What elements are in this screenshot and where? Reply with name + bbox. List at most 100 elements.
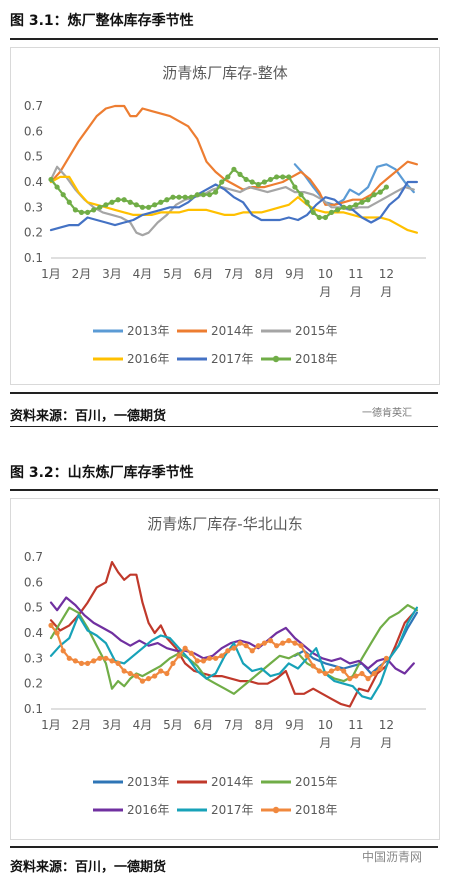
figure-2-data-point	[219, 653, 225, 659]
figure-1-data-point	[127, 199, 133, 205]
figure-1-data-point	[84, 209, 91, 215]
figure-2-chart-panel: 沥青炼厂库存-华北山东 0.1 0.2 0.3 0.4 0.5 0.6 0.7 1月 2月 3月 4月…	[10, 498, 440, 840]
figure-1-data-point	[267, 176, 274, 183]
figure-1-data-point	[286, 174, 292, 180]
figure-2-data-point	[347, 676, 353, 682]
figure-1-y-tick-label: 0.7	[24, 99, 43, 113]
figure-2-data-point	[304, 653, 310, 659]
figure-1-data-point	[292, 184, 298, 190]
figure-2-data-point	[115, 660, 121, 666]
figure-1-data-point	[255, 181, 261, 188]
figure-2-x-tick-label: 7月	[224, 718, 244, 732]
figure-1-data-point	[334, 207, 341, 213]
figure-1-source: 资料来源：百川，一德期货	[10, 409, 167, 424]
figure-1-x-tick-label: 7月	[224, 267, 244, 281]
figure-2-bottom-rule	[10, 846, 438, 848]
figure-1-y-tick-label: 0.5	[24, 150, 43, 164]
figure-2-data-point	[298, 643, 304, 649]
figure-1-heading: 图 3.1：炼厂整体库存季节性	[10, 13, 194, 29]
figure-2-y-tick-label: 0.3	[24, 651, 43, 665]
figure-2-source: 资料来源：百川，一德期货	[10, 860, 167, 875]
figure-1-legend-label: 2014年	[211, 324, 254, 338]
figure-2-heading: 图 3.2：山东炼厂库存季节性	[10, 465, 194, 481]
figure-2-x-tick-label: 月	[350, 736, 362, 750]
figure-2-data-point	[54, 630, 60, 636]
figure-2-data-point	[152, 673, 158, 679]
figure-2-data-point	[97, 655, 103, 661]
figure-2-y-tick-label: 0.2	[24, 677, 43, 691]
figure-2-data-point	[72, 658, 78, 664]
figure-2-data-point	[377, 665, 383, 672]
figure-2-x-tick-label: 6月	[194, 718, 214, 732]
figure-2-data-point	[310, 663, 316, 669]
figure-2-data-point	[280, 640, 286, 646]
figure-1-series-line-2017年	[49, 180, 418, 232]
figure-1-x-tick-label: 月	[319, 285, 331, 299]
figure-2-x-tick-label: 2月	[72, 718, 92, 732]
figure-2-x-tick-label: 3月	[102, 718, 122, 732]
figure-1-data-point	[78, 209, 85, 215]
figure-1-source-rule	[10, 426, 438, 427]
figure-1-data-point	[304, 199, 310, 205]
figure-2-series-line-2017年	[49, 606, 418, 700]
figure-1-y-tick-label: 0.1	[24, 251, 43, 265]
figure-2-data-point	[383, 655, 389, 661]
figure-2-x-tick-label: 9月	[285, 718, 305, 732]
figure-2-x-tick-label: 1月	[41, 718, 61, 732]
figure-2-x-tick-label: 8月	[255, 718, 275, 732]
figure-2-legend-label: 2013年	[127, 775, 170, 789]
figure-1-data-point	[383, 184, 389, 190]
figure-1-data-point	[377, 189, 383, 195]
figure-2-data-point	[109, 658, 115, 664]
figure-2-data-point	[121, 668, 127, 674]
figure-2-x-tick-label: 月	[319, 736, 331, 750]
figure-1-data-point	[109, 199, 115, 205]
figure-2-data-point	[225, 648, 231, 654]
figure-2-data-point	[274, 643, 280, 649]
figure-1-data-point	[231, 166, 237, 172]
figure-2-y-tick-label: 0.4	[24, 626, 43, 640]
figure-1-legend-label: 2016年	[127, 352, 170, 366]
figure-1-data-point	[219, 179, 225, 185]
figure-1-series-line-2016年	[49, 175, 418, 234]
figure-1-data-point	[353, 202, 359, 208]
figure-2-data-point	[231, 645, 237, 651]
figure-1-top-rule	[10, 38, 438, 40]
figure-1-data-point	[66, 199, 72, 205]
figure-2-data-point	[103, 655, 109, 661]
figure-1-data-point	[310, 209, 316, 215]
figure-1-data-point	[249, 179, 255, 185]
figure-1-data-point	[213, 189, 219, 195]
figure-2-series-line-2014年	[49, 560, 415, 708]
figure-1-y-tick-label: 0.3	[24, 200, 43, 214]
figure-2-data-point	[84, 660, 91, 666]
figure-2-data-point	[371, 670, 377, 677]
figure-2-legend-marker	[272, 806, 280, 814]
figure-1-data-point	[72, 207, 78, 213]
figure-1-legend-label: 2018年	[295, 352, 338, 366]
figure-1-data-point	[48, 176, 54, 183]
figure-1-data-point	[328, 209, 335, 215]
figure-2-data-point	[249, 648, 255, 654]
figure-1-data-point	[237, 171, 243, 177]
figure-1-data-point	[225, 174, 231, 180]
figure-2-data-point	[182, 645, 188, 651]
figure-2-data-point	[353, 673, 359, 679]
figure-1-data-point	[115, 197, 121, 203]
figure-1-data-point	[158, 199, 164, 205]
figure-1-x-tick-label: 2月	[72, 267, 92, 281]
figure-1-legend-label: 2013年	[127, 324, 170, 338]
figure-1-series-line-2014年	[49, 104, 418, 206]
figure-2-legend-label: 2014年	[211, 775, 254, 789]
figure-2-top-rule	[10, 489, 438, 491]
figure-1-x-tick-label: 11	[348, 267, 363, 281]
figure-1-data-point	[243, 176, 249, 183]
figure-1-y-tick-label: 0.2	[24, 226, 43, 240]
figure-2-data-point	[145, 676, 152, 682]
figure-2-data-point	[243, 643, 249, 649]
figure-2-data-point	[316, 668, 322, 674]
figure-2-data-point	[261, 640, 268, 646]
figure-1-data-point	[139, 204, 146, 210]
figure-1-x-tick-label: 10	[318, 267, 333, 281]
figure-1-y-tick-label: 0.4	[24, 175, 43, 189]
